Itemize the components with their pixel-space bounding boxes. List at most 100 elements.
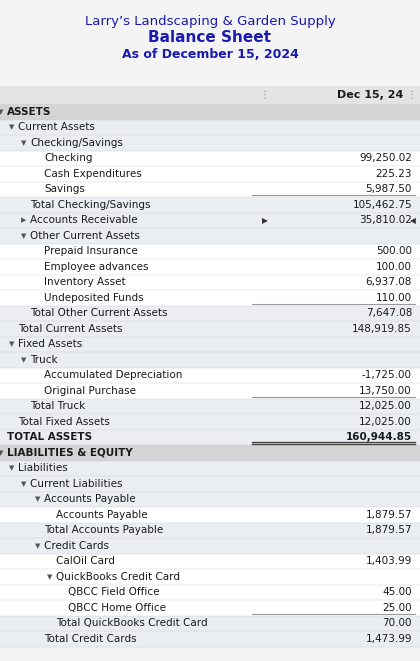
Bar — [0, 228, 420, 243]
Bar — [0, 538, 420, 553]
Bar — [0, 492, 420, 507]
Text: Current Assets: Current Assets — [18, 122, 95, 132]
Bar — [0, 336, 420, 352]
Bar — [0, 461, 420, 476]
Text: -1,725.00: -1,725.00 — [362, 370, 412, 380]
Bar — [0, 120, 420, 135]
Text: 1,879.57: 1,879.57 — [365, 510, 412, 520]
Bar — [0, 151, 420, 166]
Text: ◀: ◀ — [410, 215, 416, 225]
Text: ⋮: ⋮ — [260, 90, 270, 100]
Text: Larry’s Landscaping & Garden Supply: Larry’s Landscaping & Garden Supply — [84, 15, 336, 28]
Bar — [0, 321, 420, 336]
Text: Inventory Asset: Inventory Asset — [44, 277, 126, 288]
Bar — [0, 274, 420, 290]
Text: Total Fixed Assets: Total Fixed Assets — [18, 416, 110, 427]
Bar — [0, 553, 420, 569]
Text: 25.00: 25.00 — [382, 603, 412, 613]
Text: 1,473.99: 1,473.99 — [365, 634, 412, 644]
Text: Total Credit Cards: Total Credit Cards — [44, 634, 136, 644]
Text: 110.00: 110.00 — [376, 293, 412, 303]
Text: ▶: ▶ — [262, 215, 268, 225]
Text: Balance Sheet: Balance Sheet — [149, 30, 271, 46]
Text: 99,250.02: 99,250.02 — [359, 153, 412, 163]
Text: 35,810.02: 35,810.02 — [359, 215, 412, 225]
Text: 7,647.08: 7,647.08 — [366, 308, 412, 318]
Bar — [0, 522, 420, 538]
Text: 225.23: 225.23 — [375, 169, 412, 178]
Text: QuickBooks Credit Card: QuickBooks Credit Card — [56, 572, 180, 582]
Text: Dec 15, 24: Dec 15, 24 — [337, 90, 403, 100]
Text: ▼: ▼ — [0, 109, 3, 115]
Text: 1,879.57: 1,879.57 — [365, 525, 412, 535]
Text: Credit Cards: Credit Cards — [44, 541, 109, 551]
Bar — [0, 399, 420, 414]
Text: Total Current Assets: Total Current Assets — [18, 324, 123, 334]
Bar — [0, 135, 420, 151]
Text: Total Other Current Assets: Total Other Current Assets — [30, 308, 168, 318]
Text: Original Purchase: Original Purchase — [44, 386, 136, 396]
Text: ▼: ▼ — [0, 449, 3, 455]
Text: Checking/Savings: Checking/Savings — [30, 137, 123, 148]
Text: Truck: Truck — [30, 355, 58, 365]
Text: 70.00: 70.00 — [383, 618, 412, 628]
Text: Total Accounts Payable: Total Accounts Payable — [44, 525, 163, 535]
Text: 100.00: 100.00 — [376, 262, 412, 272]
Bar — [0, 305, 420, 321]
Text: Fixed Assets: Fixed Assets — [18, 339, 82, 349]
Text: Accounts Receivable: Accounts Receivable — [30, 215, 138, 225]
Text: Accumulated Depreciation: Accumulated Depreciation — [44, 370, 182, 380]
Text: ▼: ▼ — [47, 574, 52, 580]
Text: Total QuickBooks Credit Card: Total QuickBooks Credit Card — [56, 618, 207, 628]
Bar — [0, 166, 420, 182]
Bar — [0, 631, 420, 646]
Bar — [0, 243, 420, 259]
Text: TOTAL ASSETS: TOTAL ASSETS — [7, 432, 92, 442]
Text: ▼: ▼ — [21, 233, 26, 239]
Bar — [0, 430, 420, 445]
Text: ▼: ▼ — [9, 341, 14, 347]
Bar — [0, 104, 420, 120]
Text: Accounts Payable: Accounts Payable — [44, 494, 136, 504]
Text: 6,937.08: 6,937.08 — [366, 277, 412, 288]
Text: ▼: ▼ — [21, 481, 26, 486]
Bar — [0, 476, 420, 492]
Text: Cash Expenditures: Cash Expenditures — [44, 169, 142, 178]
Text: ▶: ▶ — [21, 217, 26, 223]
Text: ▼: ▼ — [35, 496, 40, 502]
Bar — [0, 383, 420, 399]
Text: Employee advances: Employee advances — [44, 262, 149, 272]
Bar — [0, 368, 420, 383]
Text: Savings: Savings — [44, 184, 85, 194]
Bar — [0, 86, 420, 104]
Bar — [0, 0, 420, 86]
Bar — [0, 445, 420, 461]
Bar — [0, 414, 420, 430]
Text: As of December 15, 2024: As of December 15, 2024 — [121, 48, 299, 61]
Bar — [0, 290, 420, 305]
Text: ▼: ▼ — [21, 139, 26, 145]
Text: LIABILITIES & EQUITY: LIABILITIES & EQUITY — [7, 447, 133, 458]
Text: Liabilities: Liabilities — [18, 463, 68, 473]
Bar — [0, 584, 420, 600]
Bar — [0, 197, 420, 212]
Bar — [0, 569, 420, 584]
Bar — [0, 352, 420, 368]
Text: 13,750.00: 13,750.00 — [359, 386, 412, 396]
Text: Current Liabilities: Current Liabilities — [30, 479, 123, 488]
Text: ▼: ▼ — [21, 357, 26, 363]
Text: ▼: ▼ — [9, 465, 14, 471]
Text: ▼: ▼ — [35, 543, 40, 549]
Bar — [0, 507, 420, 522]
Text: ▼: ▼ — [9, 124, 14, 130]
Text: Total Truck: Total Truck — [30, 401, 85, 411]
Bar — [0, 600, 420, 615]
Text: Other Current Assets: Other Current Assets — [30, 231, 140, 241]
Text: Total Checking/Savings: Total Checking/Savings — [30, 200, 150, 210]
Text: 1,403.99: 1,403.99 — [366, 557, 412, 566]
Bar — [0, 615, 420, 631]
Text: CalOil Card: CalOil Card — [56, 557, 115, 566]
Text: ASSETS: ASSETS — [7, 106, 51, 117]
Text: Accounts Payable: Accounts Payable — [56, 510, 147, 520]
Bar — [0, 259, 420, 274]
